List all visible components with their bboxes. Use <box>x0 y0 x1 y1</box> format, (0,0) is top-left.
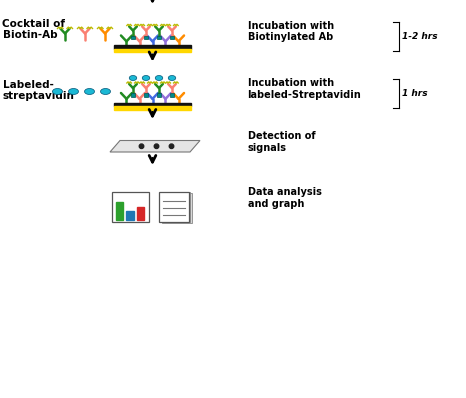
Text: Labeled-
streptavidin: Labeled- streptavidin <box>2 80 75 101</box>
Bar <box>131 93 135 97</box>
Bar <box>137 207 144 220</box>
Bar <box>170 93 174 97</box>
Bar <box>114 45 191 49</box>
Ellipse shape <box>155 76 163 80</box>
Bar <box>114 106 191 109</box>
Circle shape <box>139 144 144 148</box>
Bar <box>157 93 161 97</box>
Ellipse shape <box>168 76 176 80</box>
Bar <box>111 191 149 222</box>
Text: 1 hrs: 1 hrs <box>403 89 428 98</box>
Circle shape <box>154 144 159 148</box>
Circle shape <box>169 144 174 148</box>
Bar <box>116 201 123 220</box>
Ellipse shape <box>101 88 110 94</box>
Bar <box>160 192 190 222</box>
Bar <box>126 211 133 220</box>
Bar <box>144 36 148 39</box>
Polygon shape <box>110 140 200 152</box>
Ellipse shape <box>129 76 137 80</box>
Bar <box>144 93 148 97</box>
Bar <box>114 49 191 52</box>
Bar <box>162 193 192 223</box>
Ellipse shape <box>69 88 78 94</box>
Ellipse shape <box>53 88 62 94</box>
Bar <box>114 103 191 106</box>
Bar <box>131 36 135 39</box>
Ellipse shape <box>84 88 95 94</box>
Text: Data analysis
and graph: Data analysis and graph <box>247 187 322 209</box>
Text: Detection of
signals: Detection of signals <box>247 131 315 153</box>
Text: Incubation with
labeled-Streptavidin: Incubation with labeled-Streptavidin <box>247 78 361 100</box>
Bar <box>158 191 189 222</box>
Text: Incubation with
Biotinylated Ab: Incubation with Biotinylated Ab <box>247 21 334 42</box>
Bar <box>157 36 161 39</box>
Ellipse shape <box>142 76 150 80</box>
Bar <box>170 36 174 39</box>
Text: 1-2 hrs: 1-2 hrs <box>403 31 438 41</box>
Text: Cocktail of
Biotin-Ab: Cocktail of Biotin-Ab <box>2 19 66 40</box>
